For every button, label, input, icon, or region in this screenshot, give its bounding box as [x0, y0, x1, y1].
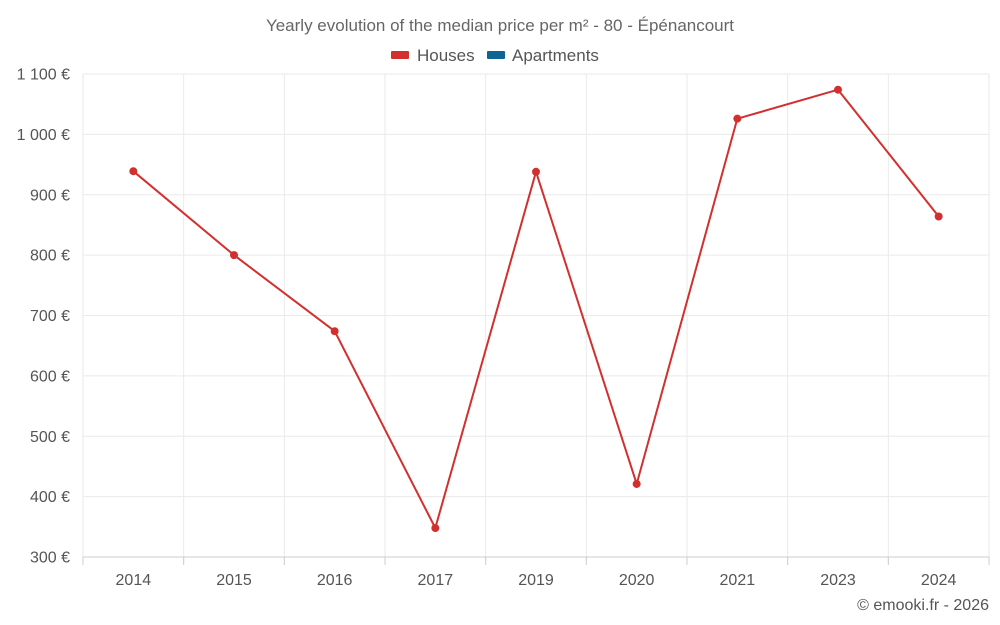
x-tick-label: 2017 — [418, 572, 454, 589]
data-point-houses[interactable]: 2020: 421 € — [632, 479, 641, 488]
data-point-houses[interactable]: 2024: 864 € — [934, 212, 943, 221]
data-point-houses[interactable]: 2016: 674 € — [330, 327, 339, 336]
legend-item-apartments[interactable]: Apartments — [487, 46, 599, 65]
y-tick-label: 1 100 € — [17, 67, 70, 84]
data-point-houses[interactable]: 2017: 348 € — [431, 524, 440, 533]
data-point-houses[interactable]: 2014: 939 € — [129, 167, 138, 176]
legend-label-houses: Houses — [417, 46, 475, 65]
x-tick-label: 2014 — [116, 572, 152, 589]
y-tick-label: 700 € — [30, 308, 70, 325]
legend: Houses Apartments — [391, 46, 599, 65]
y-tick-label: 400 € — [30, 489, 70, 506]
data-point-houses[interactable]: 2021: 1026 € — [733, 114, 742, 123]
legend-label-apartments: Apartments — [512, 46, 599, 65]
credit-text: © emooki.fr - 2026 — [857, 597, 989, 614]
data-point-houses[interactable]: 2019: 938 € — [532, 167, 540, 176]
y-tick-label: 600 € — [30, 368, 70, 385]
y-tick-label: 900 € — [30, 187, 70, 204]
axes — [82, 556, 990, 565]
series-line-houses — [132, 88, 940, 529]
x-tick-label: 2019 — [518, 572, 554, 589]
x-tick-label: 2015 — [216, 572, 252, 589]
x-tick-label: 2024 — [921, 572, 957, 589]
grid — [82, 73, 990, 557]
y-tick-label: 800 € — [30, 248, 70, 265]
x-tick-label: 2021 — [720, 572, 756, 589]
legend-swatch-apartments — [487, 51, 505, 59]
series: 2014: 939 € 2015: 800 € 2016: 674 € 2017: 3… — [129, 85, 943, 533]
data-point-houses[interactable]: 2015: 800 € — [230, 251, 238, 260]
chart-title: Yearly evolution of the median price per… — [266, 16, 734, 35]
y-tick-label: 1 000 € — [17, 127, 70, 144]
x-tick-label: 2016 — [317, 572, 353, 589]
y-axis-ticks: 300 € 400 € 500 € 600 € 700 € 800 € 900 € 1 000… — [17, 67, 70, 567]
legend-item-houses[interactable]: Houses — [391, 46, 475, 65]
y-tick-label: 300 € — [30, 550, 70, 567]
x-axis-ticks: 2014 2015 2016 2017 2019 2020 2021 2023 2024 — [116, 572, 957, 589]
legend-swatch-houses — [391, 51, 409, 59]
y-tick-label: 500 € — [30, 429, 70, 446]
data-point-houses[interactable]: 2023: 1074 € — [834, 85, 842, 94]
x-tick-label: 2020 — [619, 572, 655, 589]
x-tick-label: 2023 — [820, 572, 856, 589]
